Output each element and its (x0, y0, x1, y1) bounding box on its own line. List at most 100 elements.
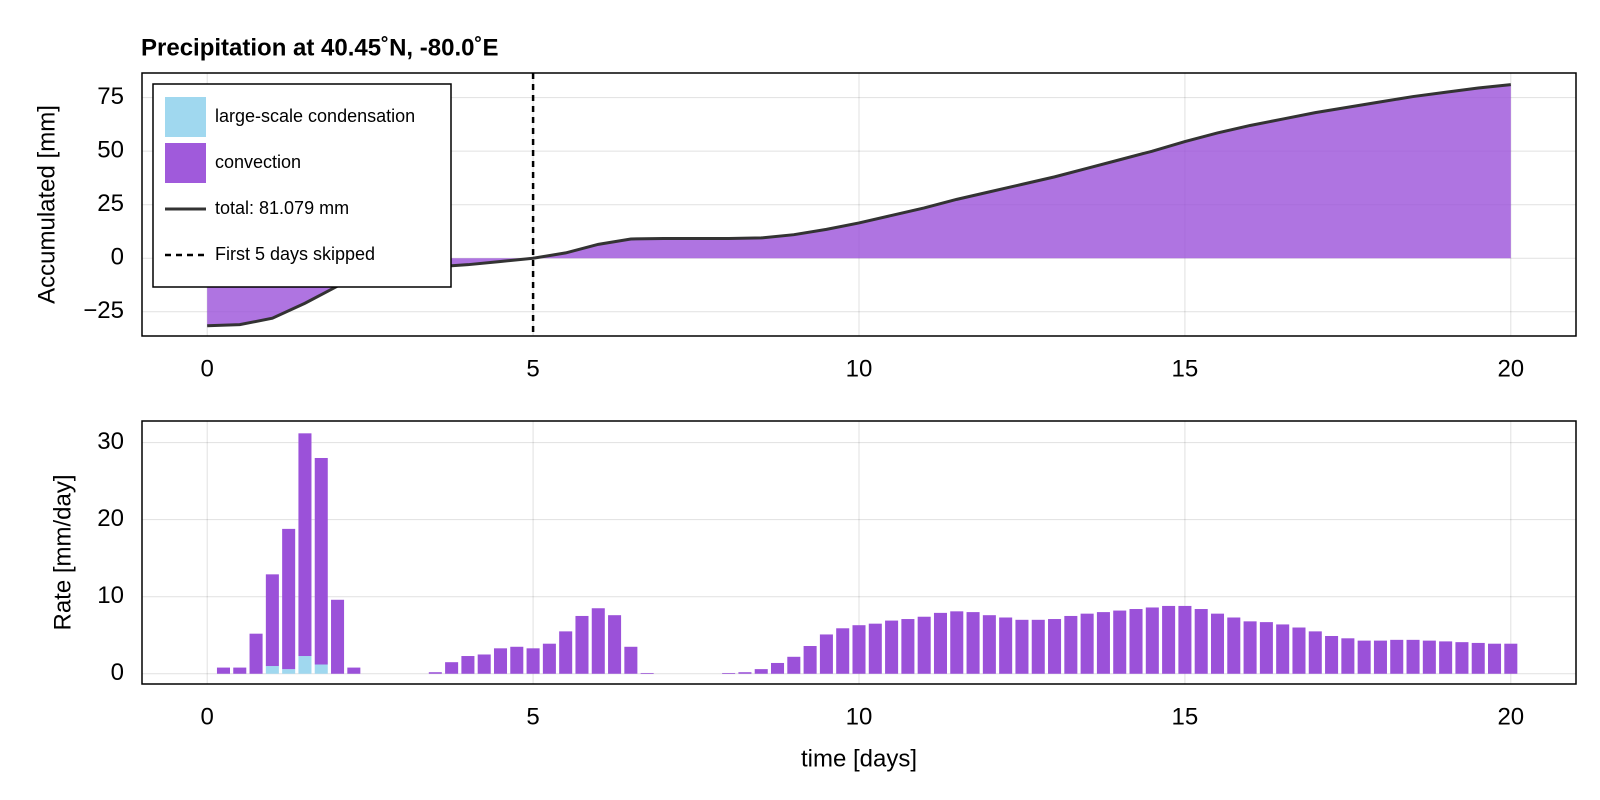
bar (852, 625, 866, 674)
bar (249, 633, 263, 674)
bar (917, 616, 931, 674)
frame (141, 72, 1577, 337)
bar (885, 620, 899, 674)
bar (1292, 627, 1306, 674)
bar (901, 619, 915, 674)
bar (1031, 619, 1045, 674)
bar (477, 654, 491, 674)
bar (282, 528, 296, 670)
bar (510, 646, 524, 674)
bar (1113, 610, 1127, 674)
bar (1243, 621, 1257, 674)
x-tick-label: 20 (1497, 355, 1524, 382)
bar (803, 646, 817, 674)
bar (1259, 622, 1273, 674)
bar (1439, 641, 1453, 674)
bar (1308, 631, 1322, 674)
bar (1325, 635, 1339, 674)
bar (1504, 643, 1518, 674)
bar (1178, 605, 1192, 674)
bar (1455, 642, 1469, 674)
legend-swatch (165, 97, 206, 137)
legend-label: convection (215, 152, 301, 172)
bar (1357, 640, 1371, 674)
bar (1227, 617, 1241, 674)
y-tick-label: 20 (97, 505, 124, 532)
bar (445, 662, 459, 674)
y-tick-label: 0 (111, 659, 124, 686)
x-tick-label: 5 (526, 703, 539, 730)
area (207, 84, 1511, 326)
bar (966, 612, 980, 674)
x-tick-label: 15 (1172, 703, 1199, 730)
y-tick-label: −25 (83, 297, 124, 324)
bar (1390, 639, 1404, 674)
bar (999, 617, 1013, 674)
y-axis-label: Rate [mm/day] (49, 474, 76, 630)
bar (298, 656, 312, 674)
bar (1373, 640, 1387, 674)
bar (754, 669, 768, 674)
x-tick-label: 10 (846, 355, 873, 382)
bar (1422, 640, 1436, 674)
bar (1488, 643, 1502, 674)
y-tick-label: 0 (111, 244, 124, 271)
bar (542, 643, 556, 674)
bar (608, 615, 622, 674)
bar (640, 672, 654, 674)
bar (428, 672, 442, 674)
x-tick-label: 0 (201, 703, 214, 730)
bar (1471, 642, 1485, 674)
legend-label: First 5 days skipped (215, 244, 375, 264)
bar (1276, 624, 1290, 674)
bar (836, 628, 850, 674)
frame (141, 420, 1577, 685)
bar (1162, 605, 1176, 674)
bar (787, 656, 801, 674)
bar (265, 666, 279, 674)
bar (216, 667, 230, 674)
bar (1341, 638, 1355, 674)
bar (298, 433, 312, 657)
bar (1096, 612, 1110, 674)
bar (1080, 613, 1094, 674)
bar (738, 672, 752, 674)
bar (1129, 609, 1143, 674)
bar (314, 664, 328, 674)
legend-label: total: 81.079 mm (215, 198, 349, 218)
bar (624, 646, 638, 674)
bar (575, 615, 589, 674)
bar (933, 612, 947, 674)
y-axis-label: Accumulated [mm] (33, 105, 60, 304)
legend-label: large-scale condensation (215, 106, 415, 126)
bar (982, 615, 996, 674)
x-tick-label: 15 (1172, 355, 1199, 382)
bar (1194, 609, 1208, 674)
bar (282, 669, 296, 674)
bar (1145, 607, 1159, 674)
x-axis-label: time [days] (801, 745, 917, 772)
bar (1048, 619, 1062, 674)
bar (771, 662, 785, 674)
bar (722, 672, 736, 674)
y-tick-label: 75 (97, 83, 124, 110)
bar (950, 611, 964, 674)
y-tick-label: 10 (97, 582, 124, 609)
x-tick-label: 5 (526, 355, 539, 382)
bar (265, 574, 279, 667)
bar (461, 656, 475, 674)
y-tick-label: 25 (97, 190, 124, 217)
x-tick-label: 0 (201, 355, 214, 382)
chart-title: Precipitation at 40.45˚N, -80.0˚E (141, 34, 498, 61)
bar (526, 648, 540, 674)
bar (1015, 619, 1029, 674)
y-tick-label: 50 (97, 137, 124, 164)
legend: large-scale condensation convection total:… (152, 83, 452, 288)
bar (233, 667, 247, 674)
x-tick-label: 20 (1497, 703, 1524, 730)
bar (331, 599, 345, 674)
bar (493, 648, 508, 674)
y-tick-label: 30 (97, 428, 124, 455)
bar (868, 623, 882, 674)
